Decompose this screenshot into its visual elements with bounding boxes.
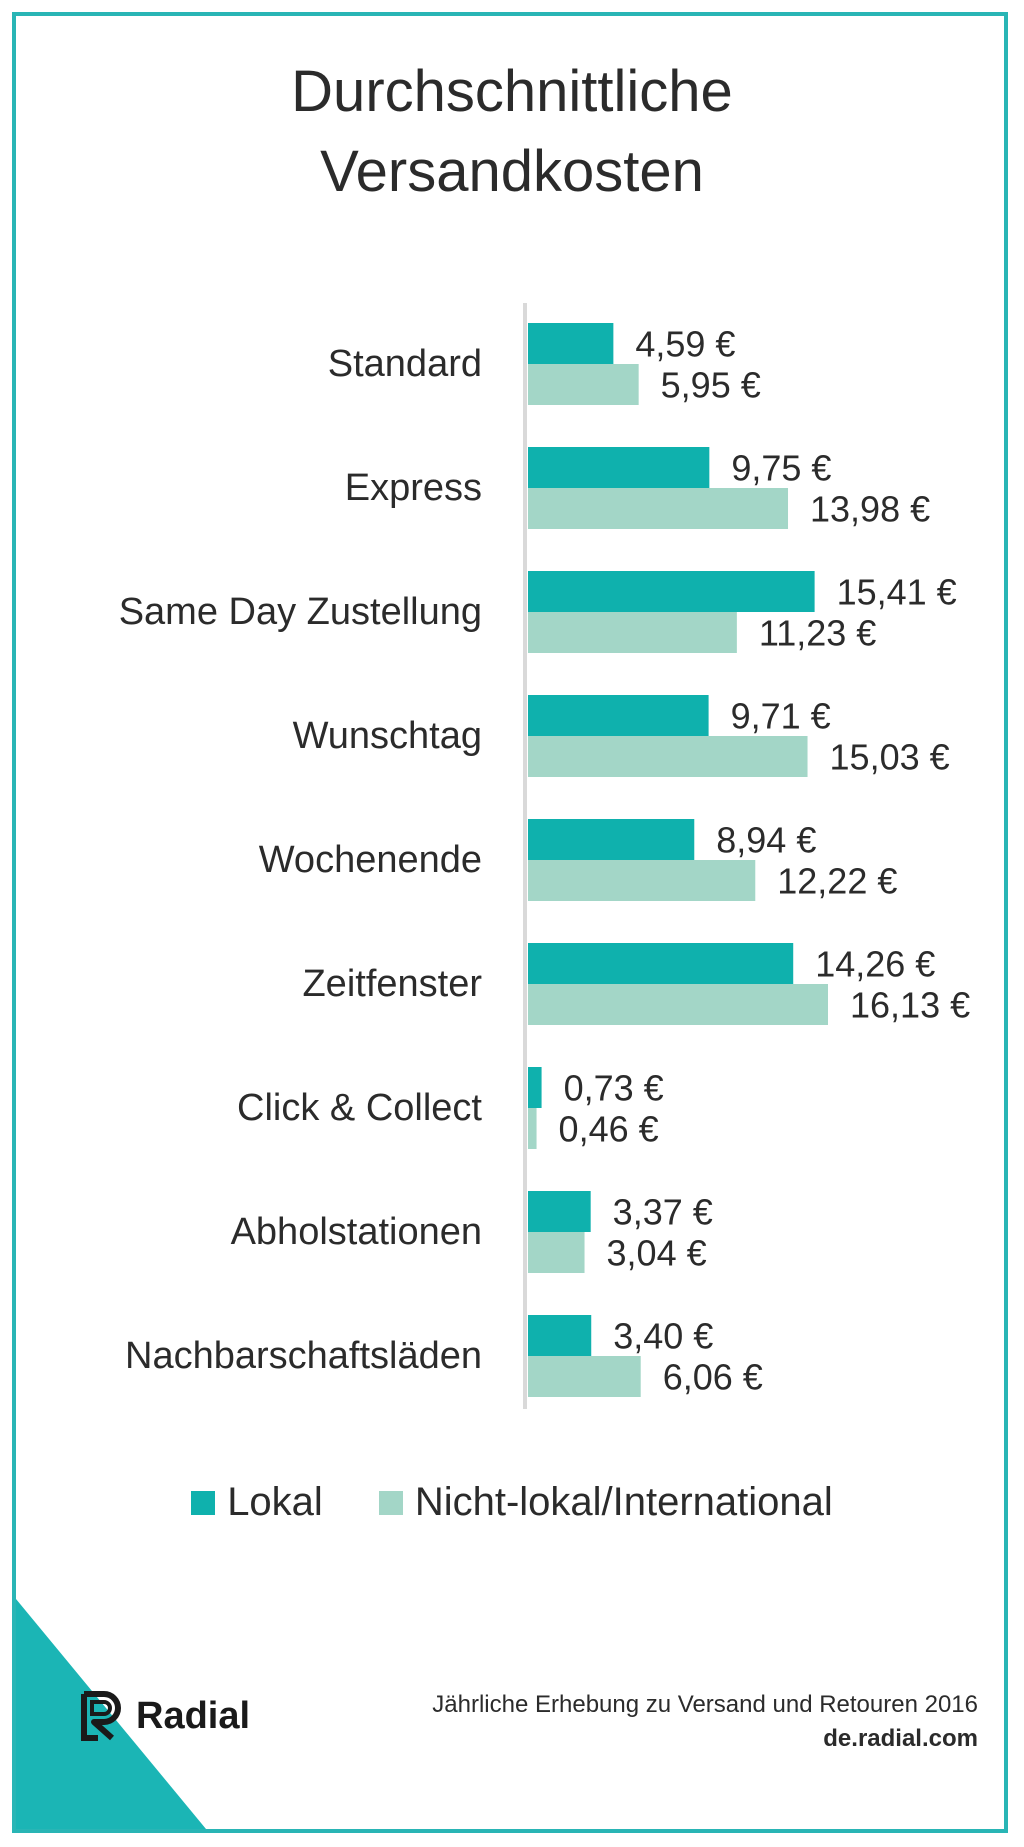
bar-international [528,1356,641,1397]
legend-item-lokal: Lokal [191,1480,323,1525]
chart-title-line-1: Durchschnittliche [291,59,733,124]
value-label-international: 11,23 € [759,613,876,654]
bar-international [528,736,808,777]
legend-label-lokal: Lokal [227,1480,323,1524]
border-frame [12,12,1008,1833]
category-label: Nachbarschaftsläden [125,1335,482,1377]
legend-swatch-lokal [191,1490,216,1515]
bar-chart: Standard 4,59 €5,95 € Express 9,75 €13,98 €… [119,303,970,1409]
legend: Lokal Nicht-lokal/International [0,1480,1024,1525]
chart-title: Durchschnittliche Versandkosten [0,52,1024,212]
value-label-international: 5,95 € [661,365,761,406]
chart-title-line-2: Versandkosten [320,139,704,204]
value-label-international: 15,03 € [830,737,950,778]
value-label-international: 13,98 € [810,489,930,530]
legend-label-international: Nicht-lokal/International [414,1480,833,1524]
bar-international [528,1232,585,1273]
value-label-lokal: 3,40 € [613,1316,713,1357]
bar-lokal [528,1191,591,1232]
bar-lokal [528,447,710,488]
bar-international [528,364,639,405]
bar-lokal [528,1067,542,1108]
bar-international [528,984,828,1025]
category-label: Express [345,467,482,509]
legend-item-international: Nicht-lokal/International [378,1480,833,1525]
footer: Jährliche Erhebung zu Versand und Retour… [432,1688,978,1756]
category-label: Standard [328,343,482,385]
bar-lokal [528,819,695,860]
bar-international [528,488,789,529]
bar-lokal [528,571,815,612]
value-label-international: 6,06 € [663,1357,763,1398]
value-label-lokal: 4,59 € [635,324,735,365]
bar-international [528,612,737,653]
value-label-lokal: 8,94 € [716,820,816,861]
category-label: Same Day Zustellung [119,591,482,633]
category-label: Click & Collect [237,1087,482,1129]
radial-r-logo-icon [81,1691,121,1741]
value-label-lokal: 9,75 € [731,448,831,489]
value-label-lokal: 0,73 € [564,1068,664,1109]
footer-url: de.radial.com [823,1725,978,1752]
bar-lokal [528,695,709,736]
logo-text: Radial [136,1694,251,1737]
radial-logo: Radial [80,1690,250,1742]
bar-lokal [528,1315,592,1356]
value-label-lokal: 9,71 € [731,696,831,737]
value-label-international: 16,13 € [850,985,970,1026]
value-label-lokal: 14,26 € [815,944,935,985]
category-label: Wochenende [259,839,482,881]
corner-decoration [16,1599,206,1829]
category-label: Zeitfenster [302,963,482,1005]
bar-lokal [528,323,614,364]
bar-lokal [528,943,794,984]
value-label-lokal: 3,37 € [613,1192,713,1233]
bar-international [528,1108,537,1149]
value-label-international: 3,04 € [607,1233,707,1274]
category-label: Wunschtag [293,715,482,757]
footer-source: Jährliche Erhebung zu Versand und Retour… [432,1691,978,1718]
bar-international [528,860,756,901]
value-label-international: 12,22 € [777,861,897,902]
value-label-lokal: 15,41 € [837,572,957,613]
category-label: Abholstationen [231,1211,482,1253]
legend-swatch-international [378,1490,403,1515]
value-label-international: 0,46 € [559,1109,659,1150]
